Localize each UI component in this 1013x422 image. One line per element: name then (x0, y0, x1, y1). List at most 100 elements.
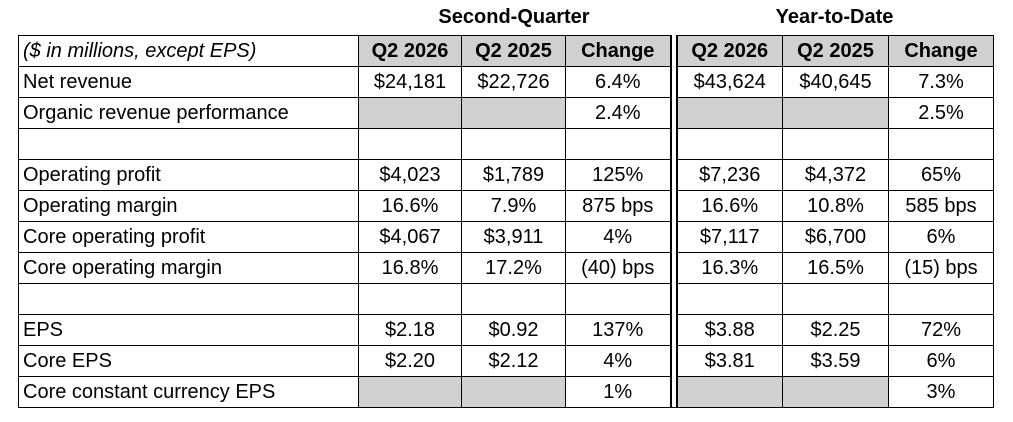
cell-y-prior: $3.59 (782, 345, 889, 377)
cell-y-current: 16.6% (676, 190, 783, 222)
cell-y-prior (782, 283, 889, 315)
table-row: EPS $2.18 $0.92 137% $3.88 $2.25 72% (18, 314, 994, 346)
cell-q-prior: $22,726 (461, 66, 566, 98)
table-row: Core operating profit $4,067 $3,911 4% $… (18, 221, 994, 253)
table-row: Core constant currency EPS 1% 3% (18, 376, 994, 408)
cell-q-prior (461, 128, 566, 160)
column-gap (669, 283, 678, 315)
row-label: Core operating margin (18, 252, 359, 284)
cell-y-prior (782, 376, 889, 408)
cell-q-prior: $3,911 (461, 221, 566, 253)
cell-y-change: 7.3% (888, 66, 994, 98)
cell-y-current (676, 97, 783, 129)
cell-y-prior (782, 97, 889, 129)
table-row: Operating profit $4,023 $1,789 125% $7,2… (18, 159, 994, 191)
cell-y-prior: $4,372 (782, 159, 889, 191)
column-gap (669, 221, 678, 253)
cell-y-change: 6% (888, 221, 994, 253)
cell-y-current: $43,624 (676, 66, 783, 98)
cell-q-prior (461, 97, 566, 129)
row-label: Core constant currency EPS (18, 376, 359, 408)
cell-q-change: 137% (565, 314, 671, 346)
cell-q-prior: 7.9% (461, 190, 566, 222)
year-to-date-heading: Year-to-Date (775, 6, 894, 28)
cell-q-prior: 17.2% (461, 252, 566, 284)
cell-q-current: $2.20 (358, 345, 462, 377)
row-label (18, 128, 359, 160)
table-row: Net revenue $24,181 $22,726 6.4% $43,624… (18, 66, 994, 98)
cell-y-prior: 16.5% (782, 252, 889, 284)
cell-q-change: 1% (565, 376, 671, 408)
cell-y-current: $3.88 (676, 314, 783, 346)
cell-q-change: 4% (565, 345, 671, 377)
col-q-prior: Q2 2025 (461, 35, 566, 67)
cell-y-prior: $6,700 (782, 221, 889, 253)
cell-q-current: 16.6% (358, 190, 462, 222)
cell-y-change (888, 283, 994, 315)
row-label: Organic revenue performance (18, 97, 359, 129)
cell-q-current: $2.18 (358, 314, 462, 346)
col-q-current: Q2 2026 (358, 35, 462, 67)
table-row: Core operating margin 16.8% 17.2% (40) b… (18, 252, 994, 284)
cell-y-change: 3% (888, 376, 994, 408)
header-row: ($ in millions, except EPS) Q2 2026 Q2 2… (18, 35, 994, 67)
cell-y-change: 6% (888, 345, 994, 377)
row-label: Operating margin (18, 190, 359, 222)
row-label: Core EPS (18, 345, 359, 377)
table-row: Core EPS $2.20 $2.12 4% $3.81 $3.59 6% (18, 345, 994, 377)
column-gap (669, 314, 678, 346)
spacer-row (18, 283, 994, 315)
column-gap (669, 66, 678, 98)
cell-y-change: 585 bps (888, 190, 994, 222)
cell-y-current: $7,117 (676, 221, 783, 253)
col-y-current: Q2 2026 (676, 35, 783, 67)
col-y-prior: Q2 2025 (782, 35, 889, 67)
cell-q-change: 125% (565, 159, 671, 191)
cell-q-change (565, 283, 671, 315)
column-gap (669, 35, 678, 67)
cell-y-current (676, 283, 783, 315)
cell-q-current: $4,023 (358, 159, 462, 191)
table-row: Organic revenue performance 2.4% 2.5% (18, 97, 994, 129)
cell-q-current: 16.8% (358, 252, 462, 284)
row-label: Core operating profit (18, 221, 359, 253)
column-gap (669, 128, 678, 160)
cell-y-change (888, 128, 994, 160)
col-y-change: Change (888, 35, 994, 67)
cell-q-prior: $2.12 (461, 345, 566, 377)
cell-y-prior (782, 128, 889, 160)
results-table: ($ in millions, except EPS) Q2 2026 Q2 2… (18, 35, 994, 408)
cell-q-current (358, 376, 462, 408)
cell-y-current: $3.81 (676, 345, 783, 377)
cell-q-current (358, 97, 462, 129)
table-row: Operating margin 16.6% 7.9% 875 bps 16.6… (18, 190, 994, 222)
cell-y-prior: $2.25 (782, 314, 889, 346)
cell-q-prior: $1,789 (461, 159, 566, 191)
cell-q-current (358, 283, 462, 315)
cell-y-current: $7,236 (676, 159, 783, 191)
cell-y-current: 16.3% (676, 252, 783, 284)
cell-y-change: 2.5% (888, 97, 994, 129)
column-gap (669, 376, 678, 408)
row-label: EPS (18, 314, 359, 346)
row-label: Operating profit (18, 159, 359, 191)
column-gap (669, 159, 678, 191)
cell-q-current (358, 128, 462, 160)
cell-y-change: (15) bps (888, 252, 994, 284)
cell-q-change: 2.4% (565, 97, 671, 129)
column-gap (669, 252, 678, 284)
cell-y-prior: 10.8% (782, 190, 889, 222)
cell-q-change: (40) bps (565, 252, 671, 284)
cell-y-prior: $40,645 (782, 66, 889, 98)
cell-q-change (565, 128, 671, 160)
col-q-change: Change (565, 35, 671, 67)
column-gap (669, 97, 678, 129)
second-quarter-heading: Second-Quarter (438, 6, 590, 28)
cell-q-prior (461, 376, 566, 408)
cell-y-current (676, 376, 783, 408)
cell-q-change: 4% (565, 221, 671, 253)
cell-q-prior: $0.92 (461, 314, 566, 346)
cell-q-change: 875 bps (565, 190, 671, 222)
column-gap (669, 190, 678, 222)
